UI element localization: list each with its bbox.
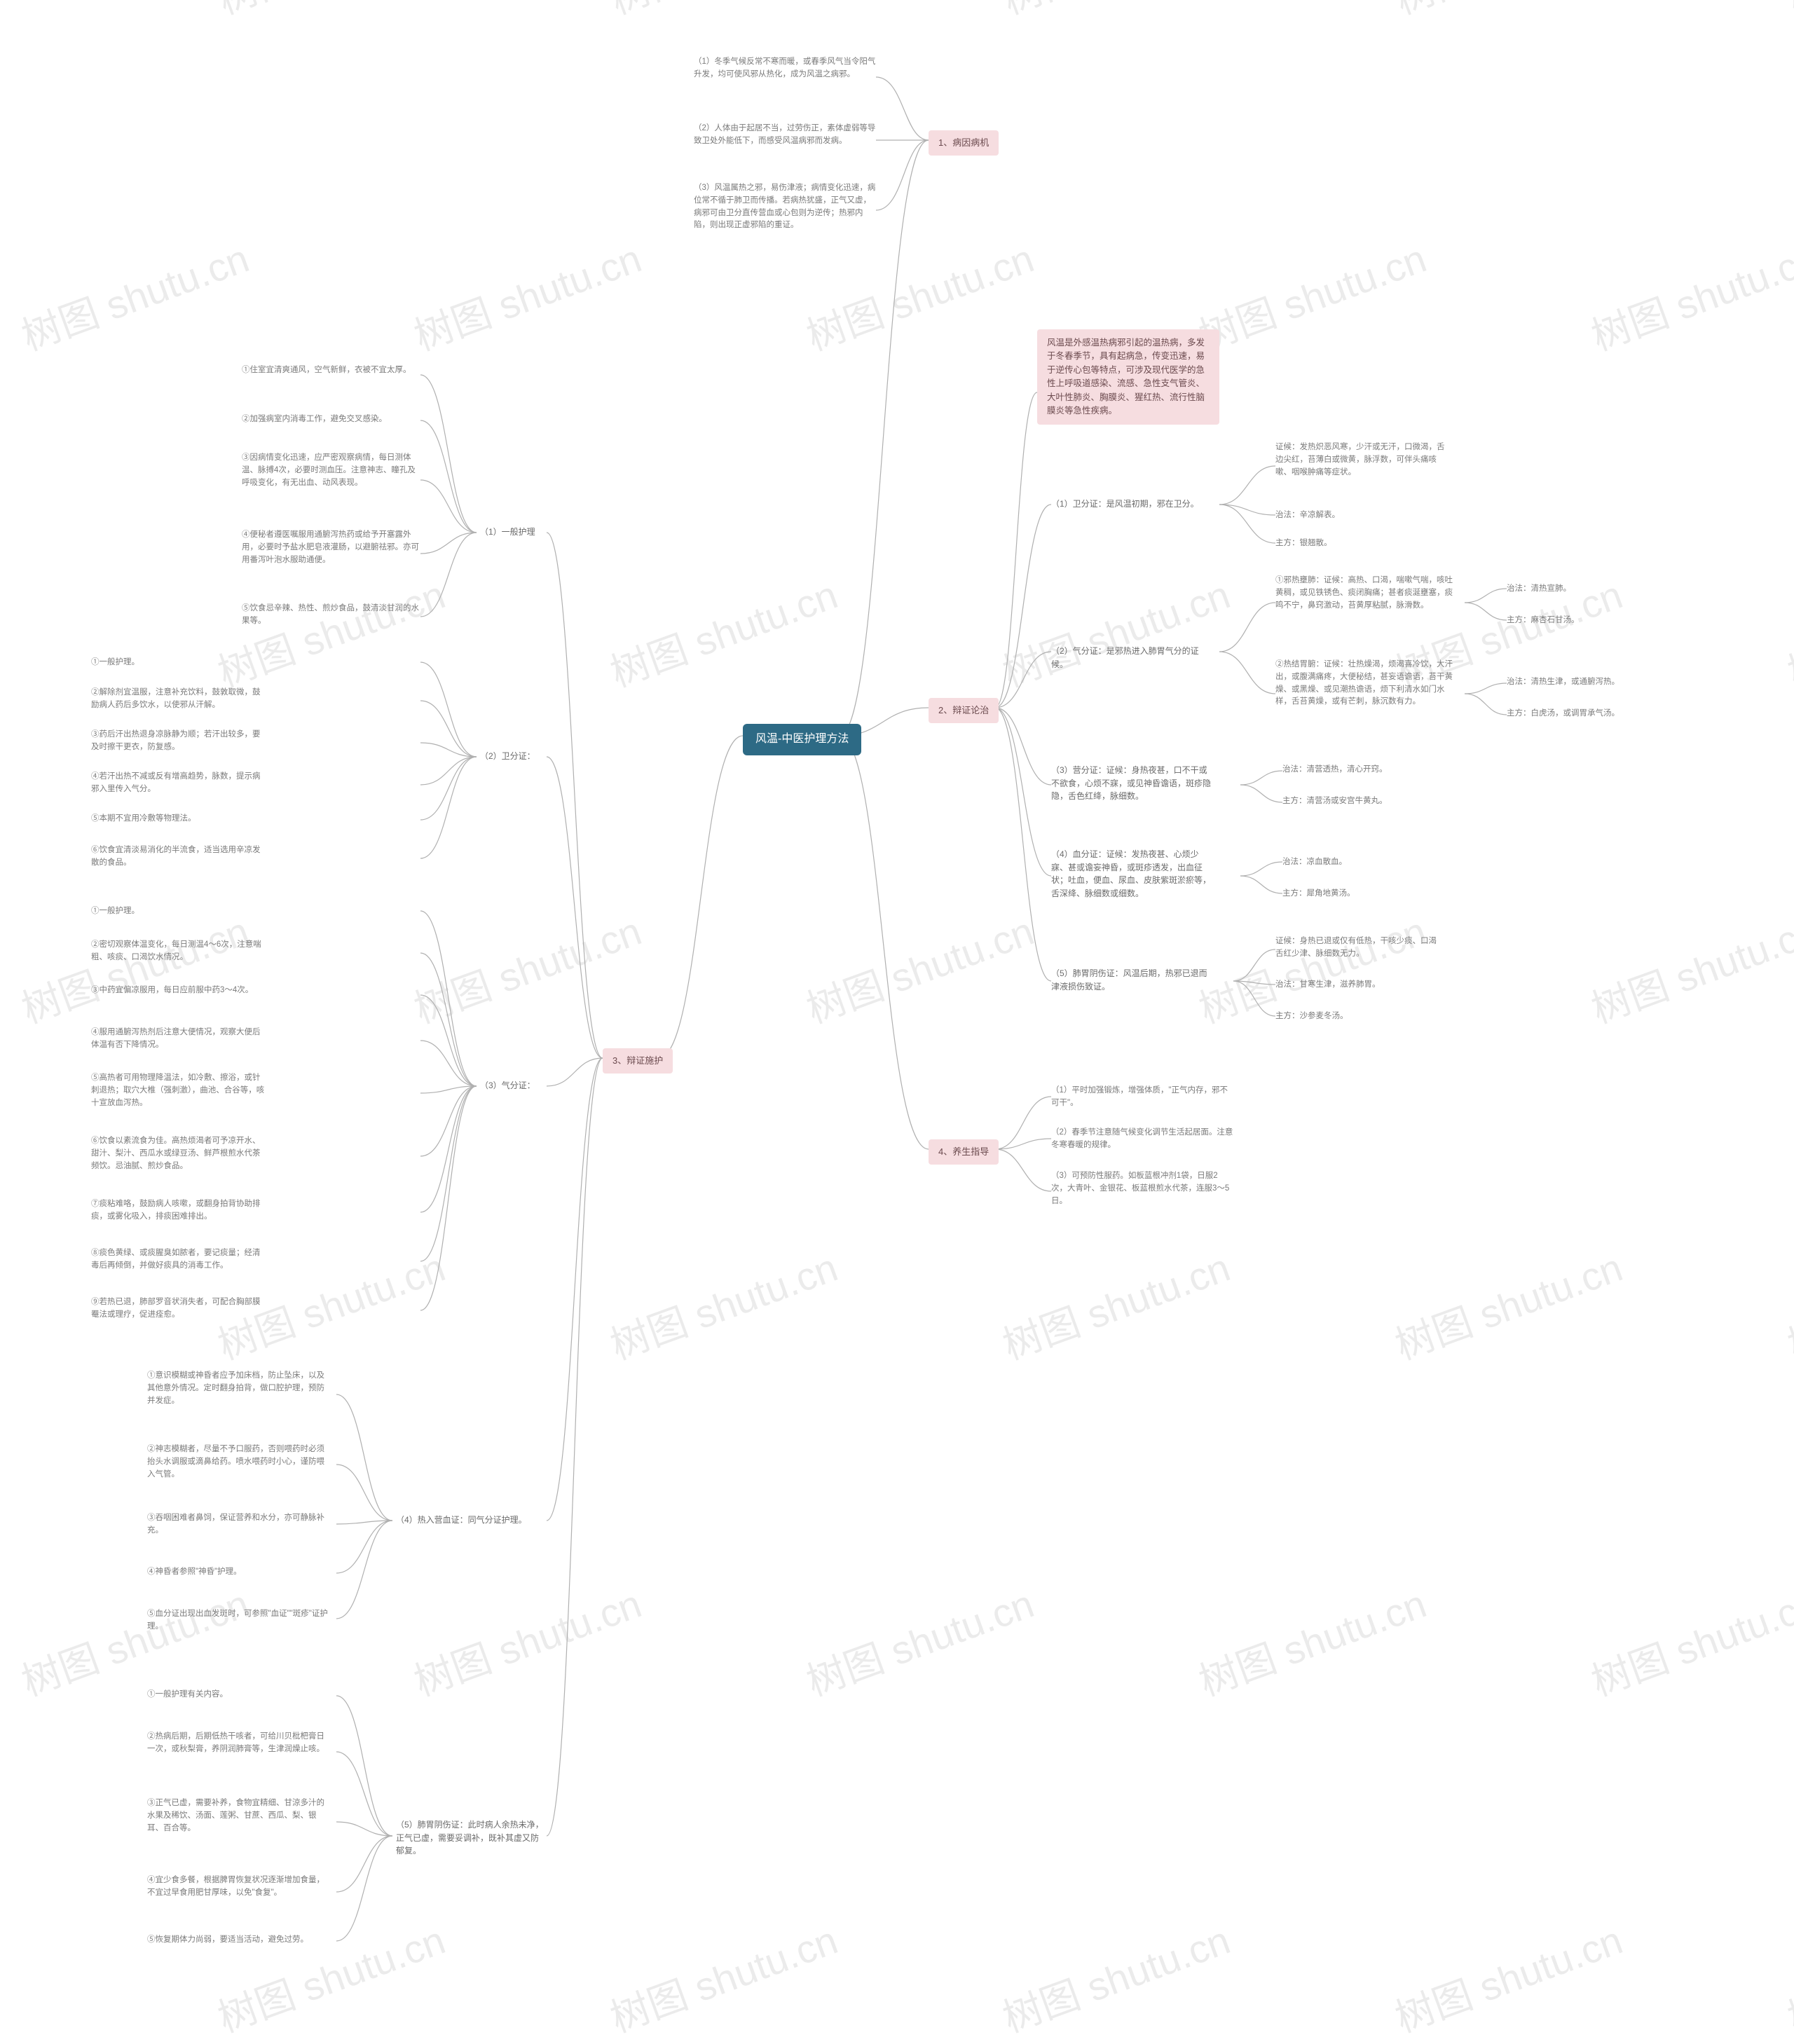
b3-g4-a: ①意识模糊或神昏者应予加床档，防止坠床，以及其他意外情况。定时翻身拍背，做口腔护…: [147, 1370, 329, 1407]
b3-g4-d: ④神昏者参照"神昏"护理。: [147, 1566, 329, 1579]
branch-3-label: 3、辩证施护: [612, 1055, 663, 1066]
b3-g1-d: ④便秘者遵医嘱服用通腑泻热药或给予开塞露外用，必要时予盐水肥皂液灌肠，以避腑祛邪…: [242, 529, 420, 566]
b3-g2-b: ②解除剂宜温服，注意补充饮料，鼓敦取微，鼓励病人药后多饮水，以使邪从汗解。: [91, 687, 266, 712]
b2-s2b-zheng: ②热结胃腑：证候：壮热燥渴，烦渴喜冷饮，大汗出，或腹满痛疼，大便秘结，甚妄语谵语…: [1275, 659, 1458, 708]
b2-s1-title: （1）卫分证：是风温初期，邪在卫分。: [1051, 498, 1199, 511]
b3-g3-d: ④服用通腑泻热剂后注意大便情况，观察大便后体温有否下降情况。: [91, 1027, 266, 1052]
branch-4[interactable]: 4、养生指导: [929, 1139, 999, 1165]
b3-g1-c: ③因病情变化迅速，应严密观察病情，每日测体温、脉搏4次，必要时测血压。注意神志、…: [242, 452, 420, 489]
b2-s2a-zheng: ①邪热壅肺：证候：高热、口渴，喘嗽气喘，咳吐黄稠，或见铁锈色、痰闭胸痛；甚者痰涎…: [1275, 575, 1458, 612]
branch-2[interactable]: 2、辩证论治: [929, 698, 999, 723]
b3-g5-b: ②热病后期，后期低热干咳者，可给川贝枇杷膏日一次，或秋梨膏，养阴润肺膏等，生津润…: [147, 1731, 329, 1756]
b3-g2-d: ④若汗出热不减或反有增高趋势，脉数，提示病邪入里传入气分。: [91, 771, 266, 796]
b2-s2-title: （2）气分证：是邪热进入肺胃气分的证候。: [1051, 645, 1212, 671]
b3-g3-c: ③中药宜偏凉服用，每日应前服中药3～4次。: [91, 985, 266, 997]
branch-2-label: 2、辩证论治: [938, 705, 989, 715]
b3-g5-d: ④宜少食多餐，根据脾胃恢复状况逐渐增加食量，不宜过早食用肥甘厚味，以免"食复"。: [147, 1874, 329, 1900]
b3-g3-g: ⑦痰粘难咯，鼓励病人咳嗽，或翻身拍背协助排痰，或雾化吸入，排痰困难排出。: [91, 1198, 266, 1223]
b4-item-1: （1）平时加强锻炼，增强体质，"正气内存，邪不可干"。: [1051, 1085, 1233, 1110]
b4-item-2: （2）春季节注意随气候变化调节生活起居面。注意冬寒春暖的规律。: [1051, 1127, 1233, 1152]
b3-g2-c: ③药后汗出热退身凉脉静为顺；若汗出较多，要及时擦干更衣，防复感。: [91, 729, 266, 754]
root-label: 风温-中医护理方法: [755, 733, 849, 745]
b3-g1-e: ⑤饮食忌辛辣、热性、煎炒食品，鼓清淡甘润的水果等。: [242, 603, 420, 628]
b2-s3-zhi: 治法：清营透热，清心开窍。: [1282, 764, 1388, 776]
b2-s1-fang: 主方：银翘散。: [1275, 537, 1332, 550]
branch-3[interactable]: 3、辩证施护: [603, 1048, 673, 1074]
b3-g2-e: ⑤本期不宜用冷敷等物理法。: [91, 813, 266, 825]
intro-box: 风温是外感温热病邪引起的温热病，多发于冬春季节，具有起病急，传变迅速，易于逆传心…: [1037, 329, 1219, 425]
branch-1[interactable]: 1、病因病机: [929, 130, 999, 156]
b3-g3-b: ②密切观察体温变化，每日测温4～6次，注意喘粗、咳痰、口渴饮水情况。: [91, 939, 266, 964]
branch-1-label: 1、病因病机: [938, 137, 989, 148]
b2-s5-title: （5）肺胃阴伤证：风温后期，热邪已退而津液损伤致证。: [1051, 967, 1212, 993]
b3-g3-i: ⑨若热已退，肺部罗音状消失者，可配合胸部膜罨法或理疗，促进痊愈。: [91, 1296, 266, 1322]
b3-g1-b: ②加强病室内消毒工作，避免交叉感染。: [242, 413, 420, 426]
b2-s5-fang: 主方：沙参麦冬汤。: [1275, 1010, 1348, 1023]
b3-g3-f: ⑥饮食以素流食为佳。高热烦渴者可予凉开水、甜汁、梨汁、西瓜水或绿豆汤、鲜芦根煎水…: [91, 1135, 266, 1172]
b3-g2-title: （2）卫分证：: [480, 750, 535, 763]
b1-item-3: （3）风温属热之邪，易伤津液；病情变化迅速，病位常不循于肺卫而传播。若病热犹盛，…: [694, 182, 876, 232]
b2-s4-zhi: 治法：凉血散血。: [1282, 856, 1347, 869]
b3-g4-b: ②神志模糊者，尽量不予口服药，否则喂药时必须抬头水调服或滴鼻给药。喷水喂药时小心…: [147, 1443, 329, 1481]
b3-g3-title: （3）气分证：: [480, 1079, 535, 1092]
b3-g5-c: ③正气已虚，需要补养，食物宜精细、甘涼多汁的水果及稀饮、汤面、莲粥、甘蔗、西瓜、…: [147, 1797, 329, 1834]
b3-g2-f: ⑥饮食宜清淡易消化的半流食，适当选用辛凉发散的食品。: [91, 844, 266, 870]
branch-4-label: 4、养生指导: [938, 1146, 989, 1157]
root-node[interactable]: 风温-中医护理方法: [743, 724, 861, 755]
b3-g1-a: ①住室宜清爽通风，空气新鲜，衣被不宜太厚。: [242, 364, 420, 377]
b2-s4-fang: 主方：犀角地黄汤。: [1282, 888, 1355, 900]
b2-s3-title: （3）营分证：证候：身热夜甚，口不干或不欲食，心烦不寐，或见神昏谵语，斑疹隐隐，…: [1051, 764, 1212, 803]
b2-s2a-zhi: 治法：清热宣肺。: [1507, 583, 1571, 596]
b2-s2a-fang: 主方：麻杏石甘汤。: [1507, 615, 1580, 627]
b2-s2b-zhi: 治法：清热生津，或通腑泻热。: [1507, 676, 1620, 689]
b2-s4-title: （4）血分证：证候：发热夜甚、心烦少寐、甚或谵妄神昏，或斑疹透发，出血征状；吐血…: [1051, 848, 1212, 900]
b3-g3-a: ①一般护理。: [91, 905, 266, 918]
b3-g3-h: ⑧痰色黄绿、或痰腥臭如脓者，要记痰量；经清毒后再倾倒，并做好痰具的消毒工作。: [91, 1247, 266, 1273]
b2-s1-zhi: 治法：辛凉解表。: [1275, 509, 1340, 522]
b3-g5-e: ⑤恢复期体力尚弱，要适当活动，避免过劳。: [147, 1934, 329, 1947]
b3-g3-e: ⑤高热者可用物理降温法，如冷敷、擦浴，或针刺退热；取穴大椎（强刺激），曲池、合谷…: [91, 1072, 266, 1109]
b1-item-2: （2）人体由于起居不当，过劳伤正，素体虚弱等导致卫处外能低下，而感受风温病邪而发…: [694, 123, 876, 148]
b3-g4-title: （4）热入营血证：同气分证护理。: [396, 1514, 547, 1527]
b2-s1-zheng: 证候：发热炽恶风寒，少汗或无汗，口微渴，舌边尖红，苔薄白或微黄，脉浮数，可伴头痛…: [1275, 441, 1451, 479]
b2-s2b-fang: 主方：白虎汤，或调胃承气汤。: [1507, 708, 1620, 720]
b3-g1-title: （1）一般护理: [480, 526, 535, 539]
b3-g5-a: ①一般护理有关内容。: [147, 1689, 329, 1701]
b4-item-3: （3）可预防性服药。如板蓝根冲剂1袋，日服2次，大青叶、金银花、板蓝根煎水代茶，…: [1051, 1170, 1233, 1207]
b3-g5-title: （5）肺胃阴伤证：此时病人余热未净，正气已虚，需要妥调补，既补其虚又防郁复。: [396, 1818, 547, 1858]
b2-s3-fang: 主方：清营汤或安宫牛黄丸。: [1282, 795, 1388, 808]
b2-s5-zhi: 治法：甘寒生津，滋养肺胃。: [1275, 979, 1381, 992]
b3-g2-a: ①一般护理。: [91, 657, 266, 669]
b1-item-1: （1）冬季气候反常不寒而暖，或春季风气当令阳气升发，均可使风邪从热化，成为风温之…: [694, 56, 876, 81]
b2-s5-zheng: 证候：身热已退或仅有低热，干咳少痰、口渴舌红少津、脉细数无力。: [1275, 935, 1444, 961]
b3-g4-c: ③吞咽困难者鼻饲，保证营养和水分，亦可静脉补充。: [147, 1512, 329, 1537]
b3-g4-e: ⑤血分证出现出血发斑时，可参照"血证""斑疹"证护理。: [147, 1608, 329, 1633]
